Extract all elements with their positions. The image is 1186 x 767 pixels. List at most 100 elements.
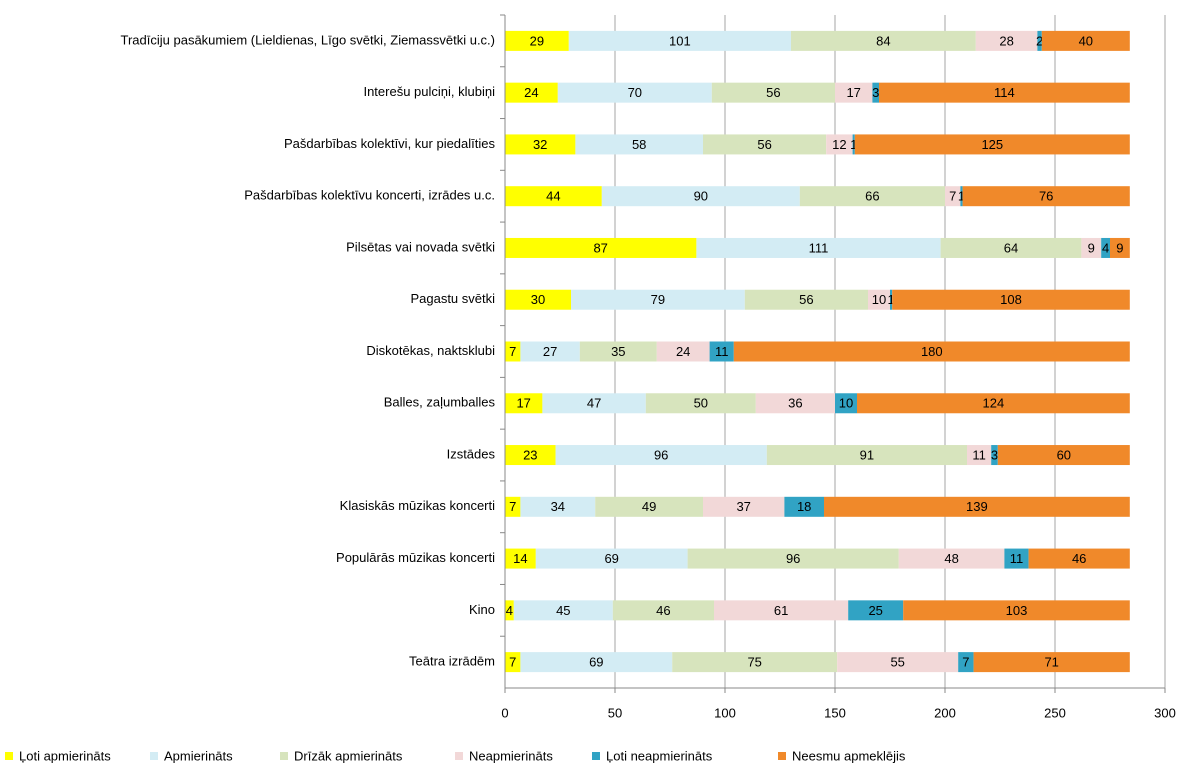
x-tick-label: 0	[501, 705, 508, 720]
data-label: 114	[994, 85, 1015, 100]
data-label: 70	[628, 85, 642, 100]
bar-segment	[872, 82, 879, 103]
y-tick-label: Kino	[469, 602, 495, 617]
data-label: 55	[890, 655, 904, 670]
bar-segment	[535, 548, 688, 569]
data-label: 9	[1088, 240, 1095, 255]
bar-segment	[714, 600, 849, 621]
data-label: 7	[949, 189, 956, 204]
bar-segment	[733, 341, 1130, 362]
bar-segment	[505, 30, 569, 51]
data-label: 36	[788, 396, 802, 411]
bar-segment	[975, 30, 1038, 51]
bar-segment	[835, 82, 873, 103]
bar-segment	[967, 445, 992, 466]
bar-segment	[601, 186, 800, 207]
bar-segment	[520, 652, 673, 673]
legend-swatch	[592, 752, 600, 760]
bar-segment	[711, 82, 835, 103]
bar-segment	[890, 289, 893, 310]
bar-segment	[703, 134, 827, 155]
data-label: 24	[524, 85, 538, 100]
bar-segment	[505, 289, 571, 310]
bar-segment	[505, 445, 556, 466]
bar-segment	[945, 186, 961, 207]
bar-segment	[958, 652, 974, 673]
data-label: 61	[774, 603, 788, 618]
x-tick-label: 50	[608, 705, 622, 720]
bar-segment	[766, 445, 967, 466]
bar-segment	[687, 548, 899, 569]
bar-segment	[868, 289, 890, 310]
data-label: 11	[715, 344, 729, 359]
data-label: 1	[958, 189, 965, 204]
bar-segment	[997, 445, 1130, 466]
bar-segment	[744, 289, 868, 310]
data-label: 125	[981, 137, 1003, 152]
bar-segment	[973, 652, 1130, 673]
x-tick-label: 250	[1044, 705, 1066, 720]
bar-segment	[505, 82, 558, 103]
data-label: 96	[654, 447, 668, 462]
bar-segment	[703, 496, 785, 517]
data-label: 49	[642, 499, 656, 514]
y-tick-label: Diskotēkas, naktsklubi	[366, 343, 495, 358]
y-tick-label: Populārās mūzikas koncerti	[336, 550, 495, 565]
bar-segment	[837, 652, 959, 673]
data-label: 60	[1057, 447, 1071, 462]
data-label: 79	[651, 292, 665, 307]
bar-segment	[1004, 548, 1029, 569]
data-label: 58	[632, 137, 646, 152]
y-tick-label: Pilsētas vai novada svētki	[346, 239, 495, 254]
data-label: 23	[523, 447, 537, 462]
x-tick-label: 100	[714, 705, 736, 720]
data-label: 47	[587, 396, 601, 411]
data-label: 46	[1072, 551, 1086, 566]
legend-swatch	[150, 752, 158, 760]
bar-segment	[962, 186, 1130, 207]
data-label: 46	[656, 603, 670, 618]
data-label: 28	[999, 33, 1013, 48]
y-tick-label: Balles, zaļumballes	[384, 395, 496, 410]
bar-segment	[991, 445, 998, 466]
data-label: 10	[839, 396, 853, 411]
legend-swatch	[455, 752, 463, 760]
bar-segment	[1041, 30, 1130, 51]
y-tick-label: Interešu pulciņi, klubiņi	[363, 84, 495, 99]
bar-segment	[542, 393, 646, 414]
data-label: 96	[786, 551, 800, 566]
data-label: 9	[1116, 240, 1123, 255]
data-label: 35	[611, 344, 625, 359]
bar-segment	[940, 237, 1082, 258]
data-label: 11	[1010, 551, 1024, 566]
data-label: 56	[766, 85, 780, 100]
bar-segment	[505, 237, 697, 258]
bar-segment	[568, 30, 791, 51]
bar-segment	[505, 134, 576, 155]
data-label: 34	[551, 499, 565, 514]
data-label: 45	[556, 603, 570, 618]
data-label: 69	[589, 655, 603, 670]
data-label: 64	[1004, 240, 1018, 255]
data-label: 90	[694, 189, 708, 204]
bar-segment	[903, 600, 1130, 621]
data-label: 30	[531, 292, 545, 307]
data-label: 12	[832, 137, 846, 152]
data-label: 139	[966, 499, 988, 514]
bar-segment	[960, 186, 963, 207]
bar-segment	[898, 548, 1005, 569]
data-label: 84	[876, 33, 890, 48]
data-label: 4	[1102, 240, 1109, 255]
data-label: 17	[846, 85, 860, 100]
bar-segment	[1101, 237, 1110, 258]
data-label: 14	[513, 551, 527, 566]
data-label: 87	[593, 240, 607, 255]
bar-segment	[612, 600, 714, 621]
data-label: 27	[543, 344, 557, 359]
data-label: 56	[757, 137, 771, 152]
data-label: 24	[676, 344, 690, 359]
data-label: 7	[509, 344, 516, 359]
bar-segment	[784, 496, 824, 517]
bar-segment	[1081, 237, 1102, 258]
legend-label: Neesmu apmeklējis	[792, 748, 906, 763]
